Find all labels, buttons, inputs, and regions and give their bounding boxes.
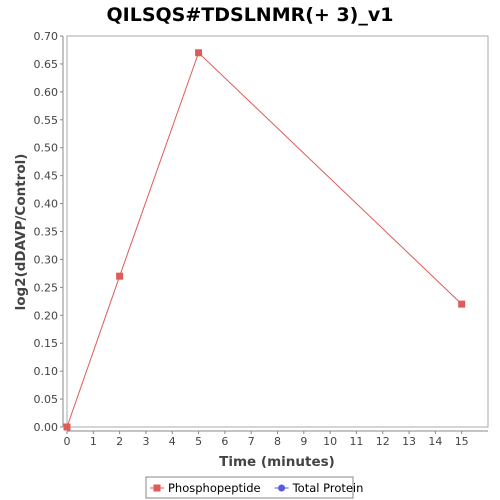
x-tick-label: 11: [349, 435, 363, 448]
y-tick-label: 0.55: [34, 114, 59, 127]
y-tick-label: 0.50: [34, 142, 59, 155]
x-tick-label: 8: [274, 435, 281, 448]
x-tick-label: 14: [428, 435, 442, 448]
legend-label: Phosphopeptide: [168, 481, 261, 495]
x-tick-label: 9: [300, 435, 307, 448]
y-tick-label: 0.15: [34, 337, 59, 350]
x-tick-label: 13: [402, 435, 416, 448]
legend-marker-circle: [278, 484, 286, 492]
y-tick-label: 0.60: [34, 86, 59, 99]
plot-area: [66, 35, 489, 428]
y-tick-label: 0.10: [34, 365, 59, 378]
x-tick-label: 3: [142, 435, 149, 448]
x-tick-label: 12: [376, 435, 390, 448]
y-tick-label: 0.00: [34, 421, 59, 434]
legend-label: Total Protein: [292, 481, 364, 495]
x-tick-label: 7: [248, 435, 255, 448]
y-axis-label: log2(dDAVP/Control): [13, 154, 29, 311]
data-point: [458, 300, 466, 308]
data-point: [195, 49, 203, 57]
series-line: [66, 51, 463, 428]
x-tick-label: 5: [195, 435, 202, 448]
chart-title: QILSQS#TDSLNMR(+ 3)_v1: [107, 4, 394, 26]
x-tick-label: 1: [90, 435, 97, 448]
legend-box: [145, 476, 354, 499]
data-point: [63, 423, 71, 431]
y-tick-label: 0.20: [34, 309, 59, 322]
y-tick-label: 0.65: [34, 58, 59, 71]
y-tick-label: 0.35: [34, 226, 59, 239]
data-point: [116, 272, 124, 280]
y-tick-label: 0.70: [34, 30, 59, 43]
x-axis-label: Time (minutes): [219, 454, 335, 470]
x-tick-label: 0: [64, 435, 71, 448]
y-tick-label: 0.05: [34, 393, 59, 406]
x-tick-label: 10: [323, 435, 337, 448]
x-tick-label: 6: [221, 435, 228, 448]
x-axis: 0 1 2 3 4 5 6 7 8 9 10 11 12 13 14 15: [64, 430, 488, 448]
x-tick-label: 15: [455, 435, 469, 448]
y-tick-label: 0.45: [34, 170, 59, 183]
y-tick-label: 0.25: [34, 281, 59, 294]
y-tick-label: 0.40: [34, 198, 59, 211]
series-layer: [63, 49, 466, 431]
legend: Phosphopeptide Total Protein: [145, 476, 364, 499]
x-tick-label: 2: [116, 435, 123, 448]
legend-marker-square: [153, 484, 161, 492]
y-tick-label: 0.30: [34, 253, 59, 266]
y-axis: 0.00 0.05 0.10 0.15 0.20 0.25 0.30 0.35 0.40 0.45…: [34, 30, 64, 434]
x-tick-label: 4: [169, 435, 176, 448]
